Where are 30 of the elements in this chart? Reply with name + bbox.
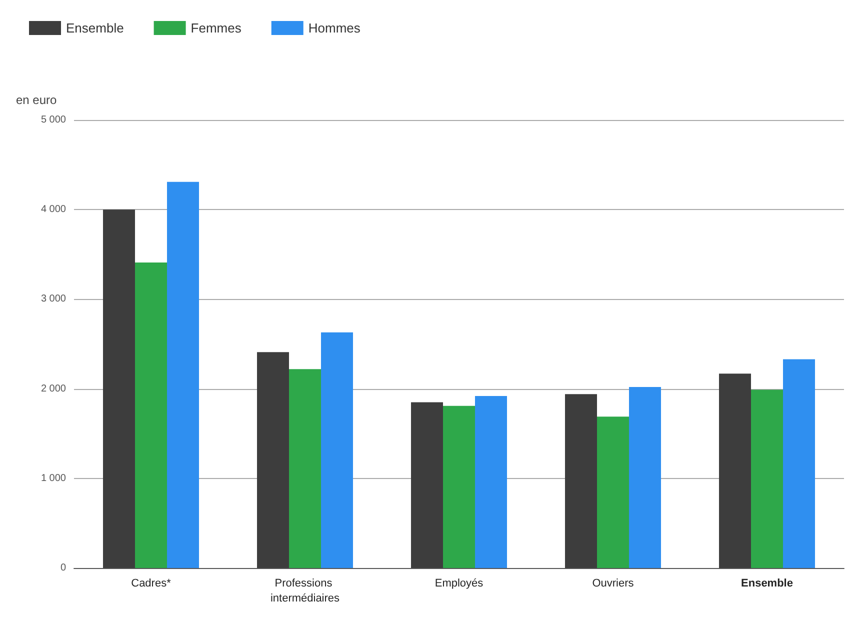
bar (321, 332, 353, 568)
y-tick-label: 1 000 (40, 472, 66, 484)
bar (629, 387, 661, 568)
x-tick-label: Ouvriers (592, 578, 634, 590)
bar (597, 416, 629, 568)
legend-label: Ensemble (66, 20, 124, 36)
bar (751, 390, 783, 568)
bar (167, 182, 199, 568)
y-tick-label: 0 (60, 562, 66, 574)
y-axis-title: en euro (16, 93, 58, 107)
bar (565, 394, 597, 568)
legend-label: Femmes (190, 20, 242, 36)
bar (719, 374, 751, 568)
bar (783, 359, 815, 568)
y-tick-label: 4 000 (40, 204, 66, 216)
y-tick-label: 3 000 (40, 294, 66, 305)
x-tick-label: Employés (434, 578, 484, 590)
bar (289, 369, 321, 568)
bar (475, 396, 507, 568)
x-tick-label: Professions intermédiaires (270, 578, 340, 604)
bar (257, 352, 289, 568)
bar (103, 210, 135, 568)
legend-label: Hommes (308, 20, 361, 36)
bar (443, 406, 475, 568)
bar (135, 262, 167, 568)
x-tick-label: Ensemble (741, 578, 793, 590)
y-tick-label: 5 000 (40, 114, 66, 126)
x-tick-label: Cadres* (131, 578, 172, 590)
y-tick-label: 2 000 (40, 383, 66, 394)
bar (411, 402, 443, 568)
